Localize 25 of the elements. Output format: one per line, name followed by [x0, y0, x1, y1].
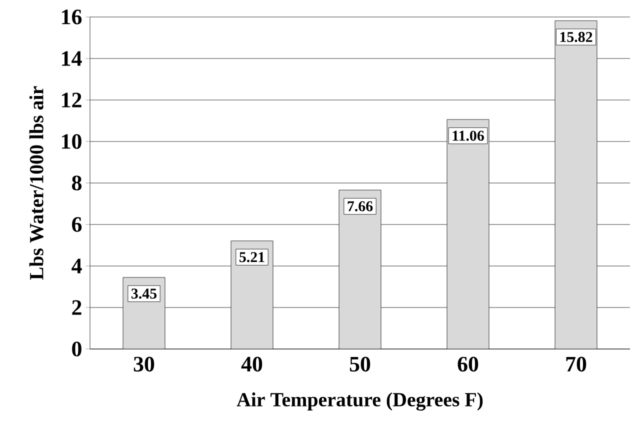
y-tick-label: 10 — [62, 134, 82, 149]
x-tick-label: 50 — [350, 356, 370, 372]
x-tick-label: 60 — [458, 356, 478, 372]
y-tick-label: 4 — [72, 258, 82, 274]
data-label: 11.06 — [452, 130, 484, 141]
data-label: 7.66 — [348, 201, 373, 212]
bar — [554, 20, 598, 349]
x-tick-label: 40 — [241, 356, 262, 372]
data-label: 15.82 — [560, 32, 592, 42]
bar — [338, 190, 382, 349]
x-tick-label: 30 — [134, 356, 154, 372]
bar — [446, 119, 490, 349]
y-axis-title: Lbs Water/1000 lbs air — [29, 86, 44, 280]
y-tick-label: 14 — [62, 51, 82, 66]
x-tick-label: 70 — [566, 356, 586, 372]
x-axis-title: Air Temperature (Degrees F) — [236, 392, 483, 411]
y-tick-label: 16 — [62, 10, 82, 24]
data-label: 3.45 — [131, 288, 157, 299]
y-tick-label: 12 — [62, 92, 82, 108]
y-tick-label: 8 — [72, 176, 82, 190]
y-tick-label: 0 — [72, 342, 82, 356]
bar — [230, 240, 274, 349]
data-label: 5.21 — [240, 252, 264, 262]
y-tick-label: 2 — [72, 300, 82, 315]
y-tick-label: 6 — [72, 217, 82, 232]
